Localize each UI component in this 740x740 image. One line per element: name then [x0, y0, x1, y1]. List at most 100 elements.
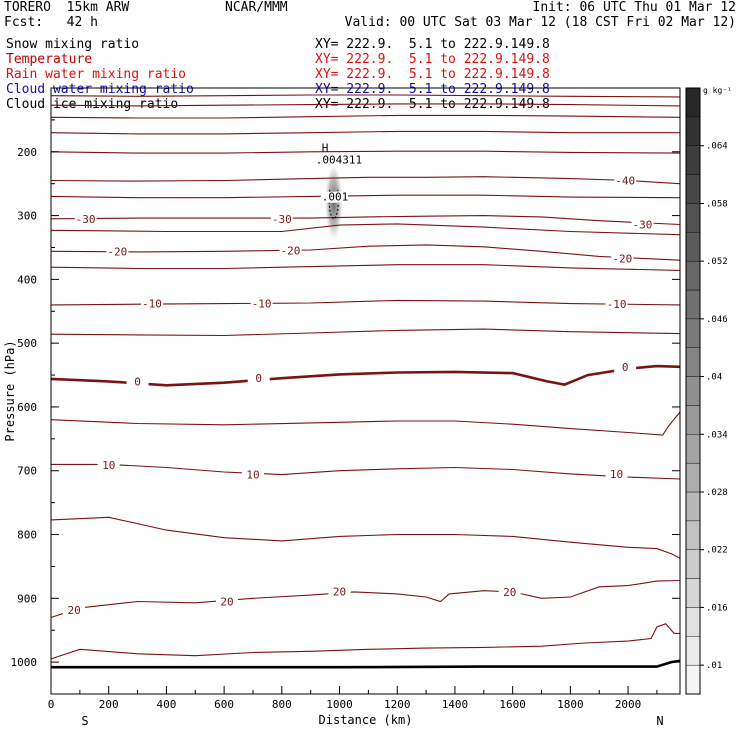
- contour-label-bg: [611, 252, 634, 265]
- x-tick-label: 200: [99, 698, 119, 711]
- contour-label: -30: [76, 213, 96, 226]
- colorbar-unit: g kg⁻¹: [703, 86, 732, 95]
- temperature-contour: [50, 103, 681, 107]
- contour-label-bg: [74, 212, 97, 225]
- colorbar-bin: [685, 520, 701, 550]
- colorbar-bin: [685, 462, 701, 493]
- colorbar-bin: [685, 549, 701, 579]
- valid-time: Valid: 00 UTC Sat 03 Mar 12 (18 CST Fri …: [344, 15, 736, 30]
- model-title: TORERO 15km ARW: [4, 0, 130, 15]
- contour-label: -20: [281, 245, 301, 258]
- contour-label: 20: [503, 586, 516, 599]
- colorbar-bin: [685, 607, 701, 637]
- x-tick-label: 1200: [384, 698, 411, 711]
- contour-label-bg: [106, 245, 129, 258]
- colorbar-bin: [685, 116, 701, 146]
- contour-label-bg: [241, 468, 264, 481]
- org-title: NCAR/MMM: [225, 0, 288, 15]
- contour-label-bg: [605, 298, 628, 311]
- contour-label-bg: [605, 467, 628, 480]
- plot-frame: [50, 87, 681, 695]
- contour-label: -30: [633, 219, 653, 232]
- contour-label: 20: [333, 585, 346, 598]
- x-tick-label: 1600: [499, 698, 526, 711]
- y-tick-label: 300: [17, 210, 37, 223]
- contour-label-bg: [250, 297, 273, 310]
- contour-label: 20: [220, 596, 233, 609]
- contour-label: 10: [102, 459, 115, 472]
- contour-label: -30: [272, 213, 292, 226]
- colorbar-bin: [685, 174, 701, 204]
- contour-label-bg: [126, 375, 149, 388]
- field-xy-range: XY= 222.9. 5.1 to 222.9.149.8: [315, 37, 550, 52]
- colorbar-bin: [685, 318, 701, 348]
- forecast-hour: Fcst: 42 h: [4, 15, 98, 30]
- temperature-contour: [50, 194, 681, 199]
- x-tick-label: 1400: [442, 698, 469, 711]
- x-tick-label: 600: [214, 698, 234, 711]
- field-xy-range: XY= 222.9. 5.1 to 222.9.149.8: [315, 52, 550, 67]
- x-tick-label: 800: [272, 698, 292, 711]
- contour-label: 20: [67, 604, 80, 617]
- colorbar-tick-label: .01: [706, 661, 722, 671]
- contour-label: -10: [142, 298, 162, 311]
- hydrometeor-shading: [324, 167, 343, 245]
- colorbar-tick-label: .016: [706, 603, 728, 613]
- contour-label-bg: [270, 212, 293, 225]
- contour-label-bg: [614, 360, 637, 373]
- y-tick-label: 1000: [11, 656, 38, 669]
- y-tick-label: 900: [17, 592, 37, 605]
- field-xy-range: XY= 222.9. 5.1 to 222.9.149.8: [315, 67, 550, 82]
- colorbar-tick-label: .052: [706, 257, 728, 267]
- maximum-marker: H: [322, 142, 329, 155]
- colorbar-bin: [685, 664, 701, 695]
- maximum-value: .001: [322, 191, 349, 204]
- temperature-contour: [51, 463, 681, 480]
- temperature-contour: [50, 579, 681, 619]
- contour-label-bg: [140, 297, 163, 310]
- surface-pressure-line: [51, 659, 681, 669]
- field-label: Rain water mixing ratio: [6, 67, 187, 82]
- y-tick-label: 600: [17, 401, 37, 414]
- contour-label-bg: [631, 218, 654, 231]
- maximum-label-bg: [320, 191, 348, 203]
- contour-label: -20: [612, 252, 632, 265]
- field-xy-range: XY= 222.9. 5.1 to 222.9.149.8: [315, 82, 550, 97]
- temperature-contour: [50, 328, 681, 337]
- colorbar-bin: [685, 145, 701, 175]
- maximum-value: .004311: [316, 154, 362, 167]
- colorbar-bin: [685, 203, 701, 233]
- contour-label: 0: [255, 372, 262, 385]
- contour-label-bg: [216, 595, 239, 608]
- colorbar-tick-label: .034: [706, 430, 728, 440]
- temperature-contour: [50, 223, 681, 236]
- colorbar-tick-label: .046: [706, 315, 728, 325]
- colorbar-bin: [685, 405, 701, 435]
- contour-label-bg: [614, 174, 637, 187]
- colorbar-bin: [685, 376, 701, 406]
- contour-label-bg: [63, 603, 86, 616]
- field-xy-range: XY= 222.9. 5.1 to 222.9.149.8: [315, 97, 550, 112]
- x-tick-label: 400: [156, 698, 176, 711]
- colorbar-bin: [685, 578, 701, 608]
- colorbar-bin: [685, 260, 701, 291]
- x-tick-label: 1000: [326, 698, 353, 711]
- y-tick-label: 400: [17, 273, 37, 286]
- colorbar-bin: [685, 491, 701, 522]
- x-tick-label: 1800: [557, 698, 584, 711]
- x-axis-label: Distance (km): [319, 713, 413, 727]
- field-label: Cloud ice mixing ratio: [6, 97, 179, 112]
- contour-label-bg: [97, 458, 120, 471]
- temperature-contour: [50, 150, 681, 154]
- contour-label: 10: [610, 468, 623, 481]
- colorbar-tick-label: .04: [706, 373, 722, 383]
- y-axis-label: Pressure (hPa): [3, 340, 17, 441]
- south-label: S: [81, 714, 88, 728]
- colorbar-tick-label: .058: [706, 199, 728, 209]
- temperature-contour: [50, 176, 681, 185]
- colorbar-bin: [685, 232, 701, 262]
- temperature-contour: [50, 215, 681, 226]
- temperature-contour: [50, 516, 681, 559]
- contour-label: 0: [134, 375, 141, 388]
- field-label: Cloud water mixing ratio: [6, 82, 194, 97]
